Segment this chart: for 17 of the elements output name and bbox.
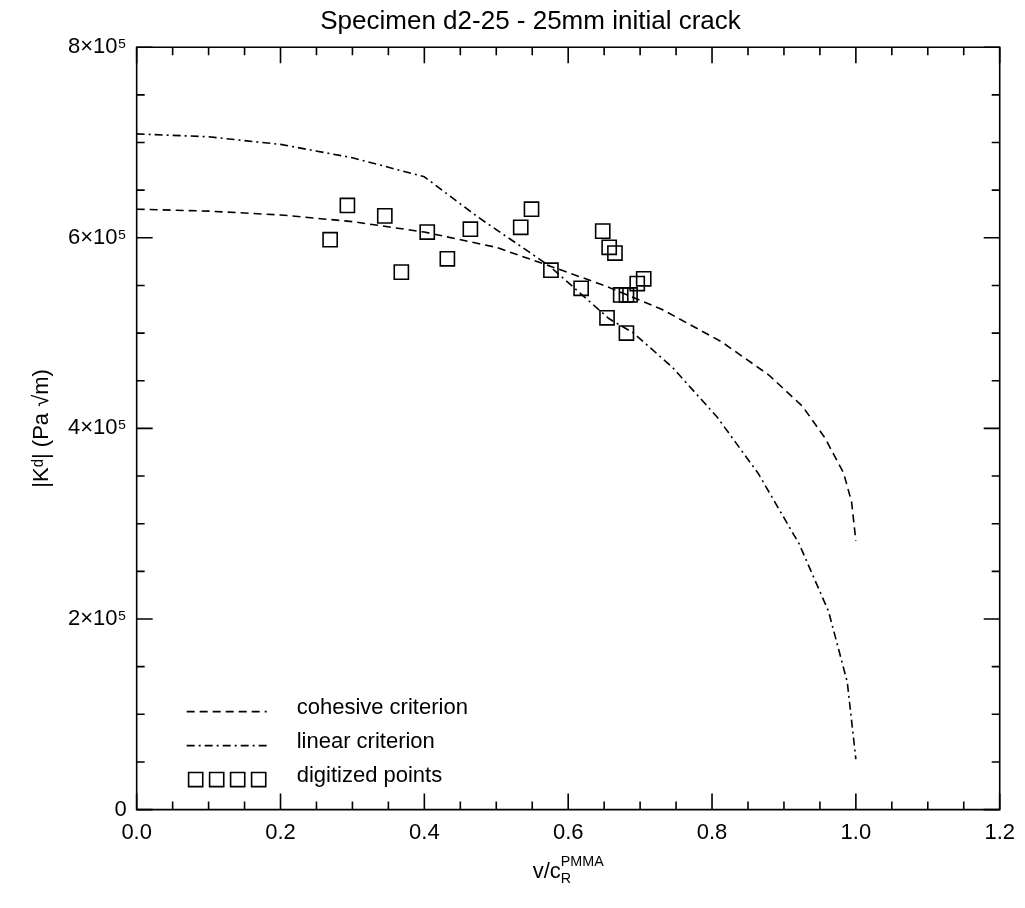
y-tick-label: 0 bbox=[114, 795, 127, 821]
x-tick-label: 0.6 bbox=[552, 818, 584, 844]
y-tick-label: 8×10⁵ bbox=[67, 33, 127, 59]
x-tick-label: 0.4 bbox=[409, 818, 440, 844]
y-axis-title: |Kᵈ| (Pa √m) bbox=[28, 369, 54, 488]
y-tick-label: 4×10⁵ bbox=[67, 414, 127, 440]
legend-label: linear criterion bbox=[296, 727, 435, 753]
x-tick-label: 0.8 bbox=[696, 818, 728, 844]
x-tick-label: 0.2 bbox=[265, 818, 296, 844]
chart-title: Specimen d2-25 - 25mm initial crack bbox=[320, 4, 742, 35]
y-tick-label: 2×10⁵ bbox=[67, 605, 127, 631]
legend-label: cohesive criterion bbox=[296, 693, 468, 719]
x-tick-label: 0.0 bbox=[121, 818, 152, 844]
y-tick-label: 6×10⁵ bbox=[67, 223, 127, 249]
legend-label: digitized points bbox=[296, 761, 443, 787]
x-tick-label: 1.0 bbox=[840, 818, 872, 844]
x-tick-label: 1.2 bbox=[984, 818, 1016, 844]
